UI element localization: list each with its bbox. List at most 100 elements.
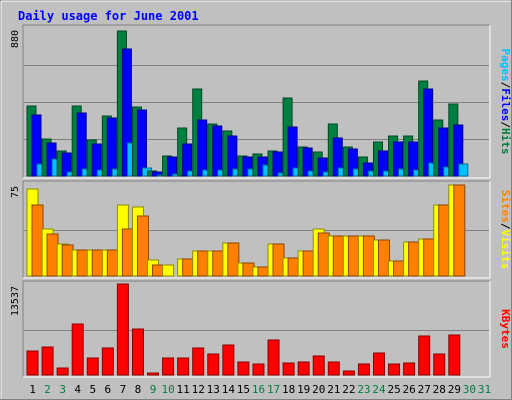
panel-kbytes-bg: [23, 281, 490, 377]
x-tick-label-day-25: 25: [387, 383, 400, 396]
bar-visits-sites-day-21: [332, 235, 345, 277]
bar-visits-sites-day-12: [197, 250, 210, 277]
bar-visits-sites-day-16: [257, 266, 270, 277]
bar-hits-pages-day-29: [458, 163, 469, 177]
bar-visits-sites-day-23: [362, 235, 375, 277]
x-tick-label-day-6: 6: [105, 383, 112, 396]
bar-hits-files-day-17: [272, 151, 283, 177]
bar-kbytes-kbytes-day-13: [207, 353, 220, 376]
bar-kbytes-kbytes-day-20: [312, 355, 325, 376]
x-tick-label-day-28: 28: [433, 383, 446, 396]
panel-visits-ymax-label: 75: [10, 186, 21, 198]
x-tick-label-day-27: 27: [418, 383, 431, 396]
legend-entry-files: Files: [499, 88, 512, 121]
bar-visits-sites-day-9: [152, 264, 165, 277]
x-tick-label-day-2: 2: [44, 383, 51, 396]
legend-entry-hits: Hits: [499, 128, 512, 155]
panel-kbytes-ymax-label: 13537: [10, 286, 21, 316]
x-tick-label-day-21: 21: [327, 383, 340, 396]
bar-hits-files-day-10: [167, 156, 178, 177]
bar-visits-sites-day-5: [91, 249, 104, 277]
bar-kbytes-kbytes-day-26: [403, 362, 416, 376]
x-tick-label-day-23: 23: [357, 383, 370, 396]
bar-kbytes-kbytes-day-17: [267, 339, 280, 376]
bar-kbytes-kbytes-day-24: [372, 352, 385, 376]
bar-kbytes-kbytes-day-1: [26, 350, 39, 376]
bar-kbytes-kbytes-day-6: [101, 347, 114, 376]
bar-kbytes-kbytes-day-14: [222, 344, 235, 376]
bar-kbytes-kbytes-day-23: [357, 363, 370, 376]
x-tick-label-day-11: 11: [177, 383, 190, 396]
bar-kbytes-kbytes-day-25: [388, 363, 401, 376]
x-tick-label-day-3: 3: [59, 383, 66, 396]
bar-visits-sites-day-6: [106, 249, 119, 277]
bar-hits-files-day-8: [136, 109, 147, 177]
bar-kbytes-kbytes-day-3: [56, 367, 69, 376]
x-tick-label-day-30: 30: [463, 383, 476, 396]
bar-kbytes-kbytes-day-29: [448, 334, 461, 376]
panel-kbytes-legend: KBytes: [499, 309, 512, 349]
bar-kbytes-kbytes-day-11: [177, 357, 190, 376]
bar-visits-sites-day-18: [287, 257, 300, 277]
x-tick-label-day-14: 14: [222, 383, 236, 396]
x-tick-label-day-16: 16: [252, 383, 265, 396]
bar-visits-sites-day-14: [227, 242, 240, 277]
bar-visits-sites-day-8: [136, 215, 149, 277]
x-tick-label-day-9: 9: [150, 383, 157, 396]
bar-kbytes-kbytes-day-9: [147, 372, 160, 376]
x-tick-label-day-24: 24: [372, 383, 386, 396]
legend-entry-visits: Visits: [499, 230, 512, 270]
x-tick-label-day-31: 31: [478, 383, 491, 396]
bar-visits-sites-day-22: [347, 235, 360, 277]
bar-visits-sites-day-3: [61, 244, 74, 277]
x-tick-label-day-10: 10: [161, 383, 174, 396]
bar-visits-sites-day-7: [121, 228, 134, 277]
bar-visits-sites-day-17: [272, 243, 285, 277]
panel-hits-legend: Pages/Files/Hits: [499, 49, 512, 155]
bar-kbytes-kbytes-day-15: [237, 361, 250, 376]
bar-kbytes-kbytes-day-7: [116, 283, 129, 376]
bar-kbytes-kbytes-day-19: [297, 361, 310, 376]
bar-visits-sites-day-29: [453, 184, 466, 277]
x-tick-label-day-26: 26: [403, 383, 416, 396]
bar-hits-files-day-3: [61, 152, 72, 177]
legend-entry-pages: Pages: [499, 49, 512, 82]
bar-visits-sites-day-25: [393, 260, 406, 277]
bar-hits-files-day-12: [197, 119, 208, 177]
bar-hits-files-day-6: [106, 117, 117, 177]
bar-kbytes-kbytes-day-4: [71, 323, 84, 376]
bar-visits-sites-day-2: [46, 233, 59, 277]
x-tick-label-day-20: 20: [312, 383, 325, 396]
legend-separator: /: [499, 82, 512, 89]
x-tick-label-day-4: 4: [74, 383, 81, 396]
bar-visits-sites-day-13: [212, 250, 225, 277]
legend-separator: /: [499, 223, 512, 230]
legend-entry-sites: Sites: [499, 190, 512, 223]
bar-kbytes-kbytes-day-18: [282, 362, 295, 376]
x-tick-label-day-15: 15: [237, 383, 250, 396]
bar-visits-sites-day-24: [377, 239, 390, 277]
x-tick-label-day-13: 13: [207, 383, 220, 396]
bar-visits-sites-day-26: [408, 241, 421, 277]
bar-hits-files-day-4: [76, 112, 87, 177]
bar-kbytes-kbytes-day-22: [342, 370, 355, 376]
bar-hits-files-day-13: [212, 125, 223, 177]
legend-entry-kbytes: KBytes: [499, 309, 512, 349]
bar-kbytes-kbytes-day-28: [433, 353, 446, 376]
bar-visits-sites-day-20: [317, 232, 330, 277]
legend-separator: /: [499, 121, 512, 128]
bar-kbytes-kbytes-day-21: [327, 361, 340, 376]
x-tick-label-day-19: 19: [297, 383, 310, 396]
bar-visits-visits-day-10: [162, 264, 175, 277]
bar-kbytes-kbytes-day-12: [192, 347, 205, 376]
x-tick-label-day-7: 7: [120, 383, 127, 396]
panel-visits-legend: Sites/Visits: [499, 190, 512, 270]
bar-visits-sites-day-11: [182, 258, 195, 277]
bar-visits-sites-day-1: [31, 204, 44, 277]
bar-kbytes-kbytes-day-27: [418, 335, 431, 376]
x-tick-label-day-1: 1: [29, 383, 36, 396]
x-tick-label-day-22: 22: [342, 383, 355, 396]
bar-kbytes-kbytes-day-2: [41, 346, 54, 376]
x-tick-label-day-18: 18: [282, 383, 295, 396]
